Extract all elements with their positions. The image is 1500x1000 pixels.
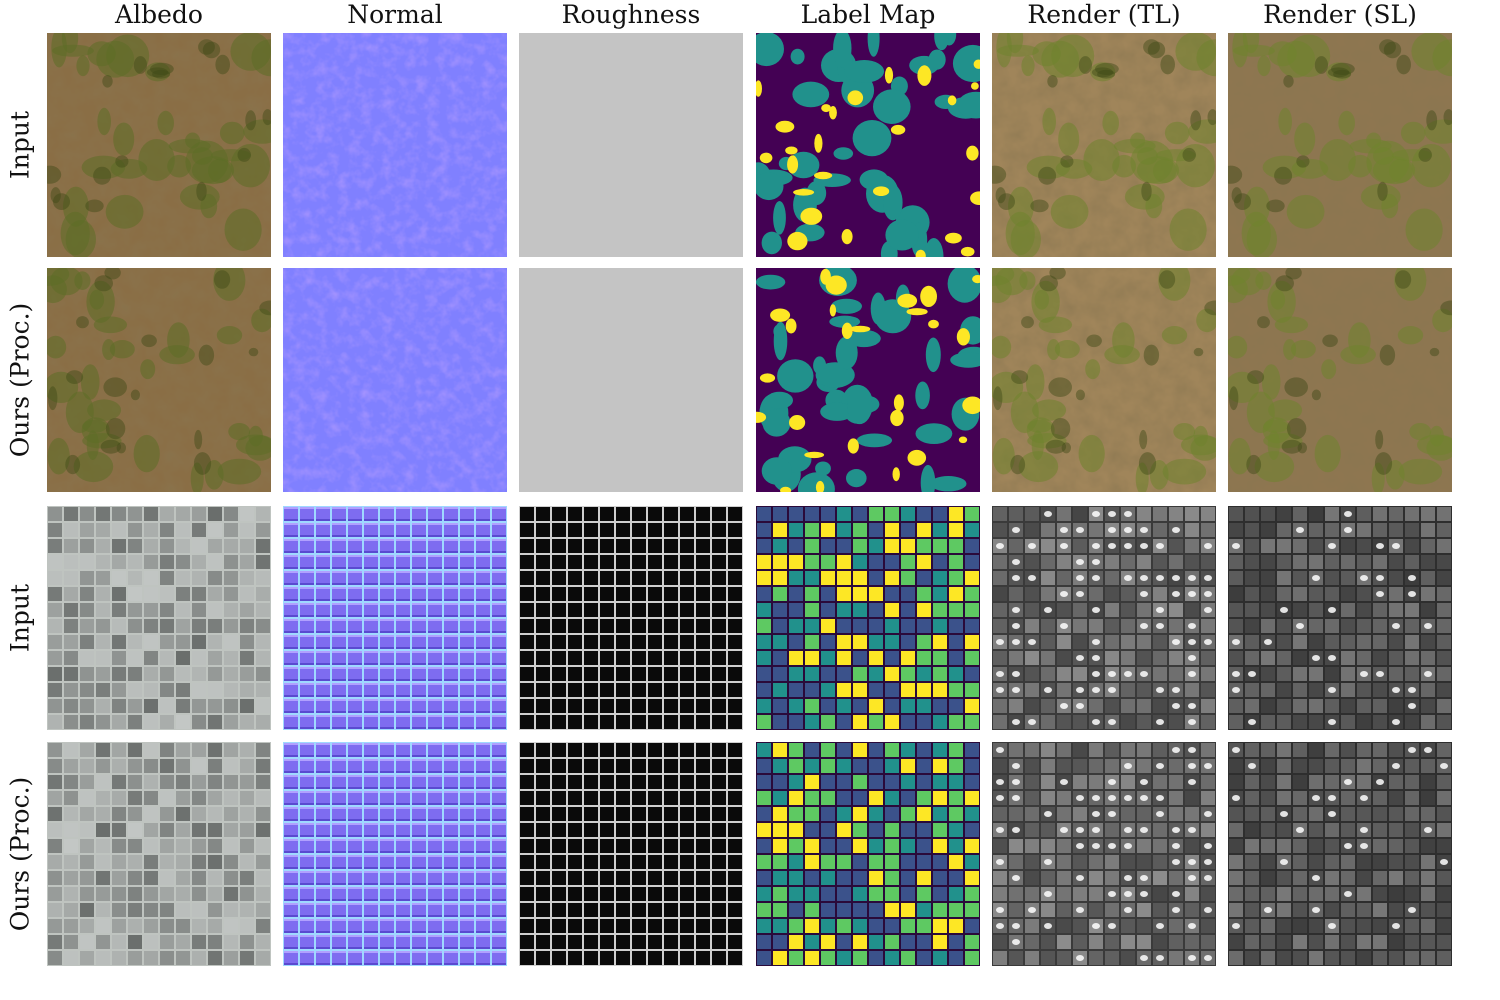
row-label-text: Ours (Proc.) [5, 302, 35, 458]
label-map-image [756, 742, 980, 966]
render-tl-image [992, 33, 1216, 257]
albedo-map-image [47, 33, 271, 257]
render-tl-image [992, 268, 1216, 492]
normal-map-image [283, 742, 507, 966]
column-header-5: Render (SL) [1263, 0, 1417, 29]
render-tl-image [992, 742, 1216, 966]
albedo-map-image [47, 742, 271, 966]
roughness-map-image [519, 33, 743, 257]
roughness-map-image [519, 268, 743, 492]
render-sl-image [1228, 268, 1452, 492]
roughness-map-image [519, 506, 743, 730]
normal-map-image [283, 268, 507, 492]
column-header-4: Render (TL) [1027, 0, 1181, 29]
row-label-text: Ours (Proc.) [5, 776, 35, 932]
albedo-map-image [47, 506, 271, 730]
label-map-image [756, 506, 980, 730]
render-sl-image [1228, 506, 1452, 730]
normal-map-image [283, 33, 507, 257]
row-label-0: Input [0, 33, 40, 257]
roughness-map-image [519, 742, 743, 966]
row-label-2: Input [0, 506, 40, 730]
row-label-3: Ours (Proc.) [0, 742, 40, 966]
albedo-map-image [47, 268, 271, 492]
row-label-text: Input [5, 110, 35, 180]
row-label-text: Input [5, 583, 35, 653]
column-header-3: Label Map [800, 0, 936, 29]
normal-map-image [283, 506, 507, 730]
render-sl-image [1228, 742, 1452, 966]
column-header-1: Normal [347, 0, 443, 29]
render-sl-image [1228, 33, 1452, 257]
column-header-2: Roughness [561, 0, 701, 29]
column-header-0: Albedo [115, 0, 203, 29]
row-label-1: Ours (Proc.) [0, 268, 40, 492]
render-tl-image [992, 506, 1216, 730]
label-map-image [756, 33, 980, 257]
label-map-image [756, 268, 980, 492]
